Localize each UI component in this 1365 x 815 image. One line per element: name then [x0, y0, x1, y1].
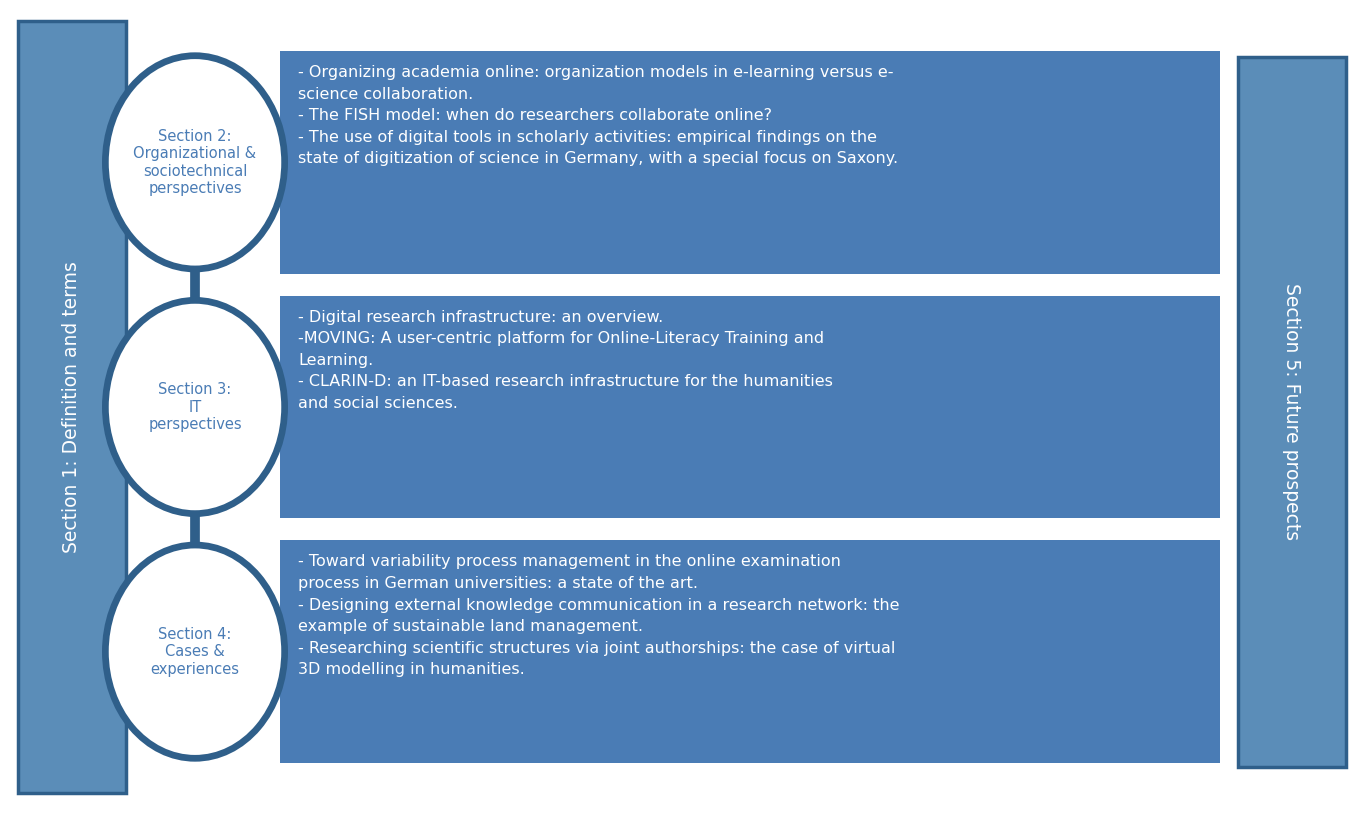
FancyBboxPatch shape — [18, 21, 126, 793]
FancyBboxPatch shape — [280, 296, 1220, 518]
FancyBboxPatch shape — [280, 51, 1220, 274]
Text: Section 3:
IT
perspectives: Section 3: IT perspectives — [149, 382, 242, 432]
Text: Section 4:
Cases &
experiences: Section 4: Cases & experiences — [150, 627, 239, 676]
Text: - Toward variability process management in the online examination
process in Ger: - Toward variability process management … — [298, 554, 900, 677]
Ellipse shape — [102, 297, 288, 517]
Text: - Organizing academia online: organization models in e-learning versus e-
scienc: - Organizing academia online: organizati… — [298, 65, 898, 166]
Text: - Digital research infrastructure: an overview.
-MOVING: A user-centric platform: - Digital research infrastructure: an ov… — [298, 310, 833, 411]
Text: Section 2:
Organizational &
sociotechnical
perspectives: Section 2: Organizational & sociotechnic… — [134, 129, 257, 196]
Ellipse shape — [102, 52, 288, 272]
Ellipse shape — [106, 57, 283, 267]
Text: Section 1: Definition and terms: Section 1: Definition and terms — [63, 261, 82, 553]
Ellipse shape — [106, 302, 283, 512]
Ellipse shape — [106, 547, 283, 756]
FancyBboxPatch shape — [280, 540, 1220, 763]
Text: Section 5: Future prospects: Section 5: Future prospects — [1283, 284, 1301, 540]
FancyBboxPatch shape — [1238, 57, 1346, 767]
Ellipse shape — [102, 542, 288, 762]
